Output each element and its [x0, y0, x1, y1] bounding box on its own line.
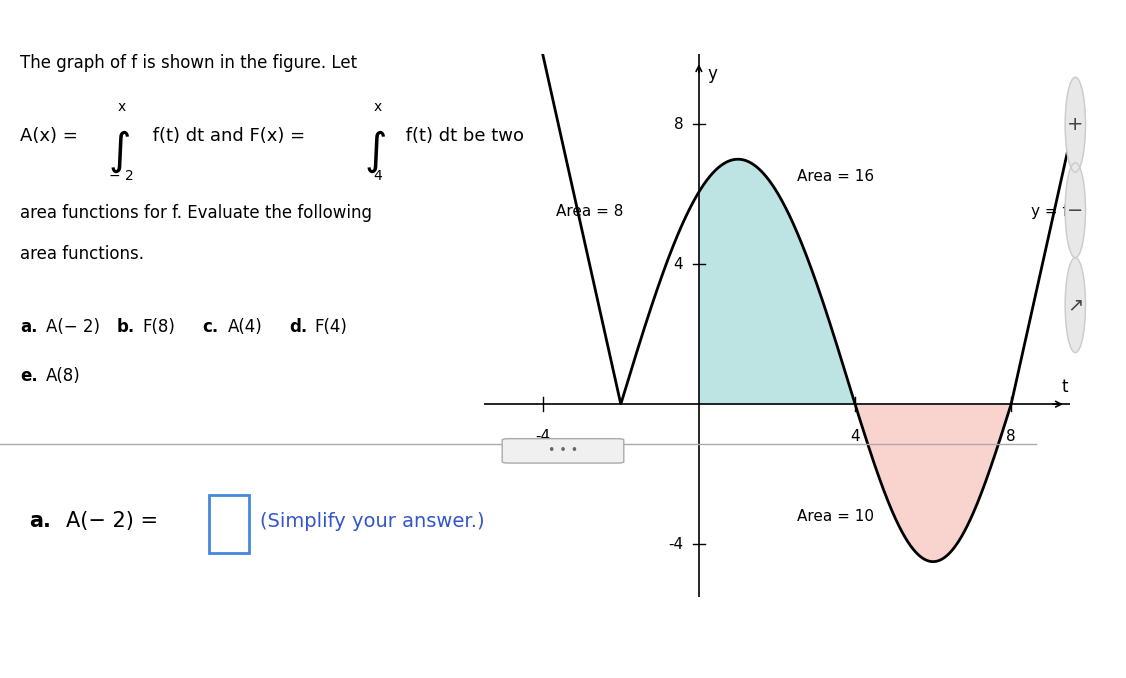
Text: Area = 8: Area = 8 — [556, 204, 624, 219]
Text: −: − — [1067, 201, 1083, 220]
Text: The graph of f is shown in the figure. Let: The graph of f is shown in the figure. L… — [20, 54, 357, 73]
Text: area functions for f. Evaluate the following: area functions for f. Evaluate the follo… — [20, 204, 373, 222]
Text: 8: 8 — [673, 117, 683, 132]
Text: A(− 2) =: A(− 2) = — [65, 511, 164, 532]
Text: ↗: ↗ — [1067, 296, 1083, 315]
Text: • • •: • • • — [548, 444, 578, 458]
Text: Area = 10: Area = 10 — [797, 508, 874, 523]
Text: $\int$: $\int$ — [108, 129, 131, 175]
Text: A(8): A(8) — [45, 367, 80, 384]
Text: d.: d. — [288, 318, 307, 336]
Text: 4: 4 — [373, 170, 382, 183]
Text: (Simplify your answer.): (Simplify your answer.) — [260, 512, 484, 531]
Text: -4: -4 — [668, 537, 683, 552]
Text: x: x — [374, 100, 382, 114]
Text: f(t) dt be two: f(t) dt be two — [401, 127, 525, 144]
Circle shape — [1065, 77, 1085, 172]
Text: -4: -4 — [535, 428, 551, 443]
Text: − 2: − 2 — [109, 170, 134, 183]
Text: F(4): F(4) — [314, 318, 347, 336]
Text: 8: 8 — [1007, 428, 1016, 443]
Text: a.: a. — [20, 318, 38, 336]
Text: 4: 4 — [673, 257, 683, 272]
FancyBboxPatch shape — [502, 439, 624, 463]
Text: t: t — [1062, 378, 1069, 396]
Text: b.: b. — [117, 318, 135, 336]
Text: c.: c. — [203, 318, 218, 336]
Text: 4: 4 — [850, 428, 860, 443]
Text: Area = 16: Area = 16 — [797, 170, 874, 184]
Text: F(8): F(8) — [142, 318, 175, 336]
Text: $\int$: $\int$ — [364, 129, 386, 175]
Text: x: x — [117, 100, 126, 114]
Text: f(t) dt and F(x) =: f(t) dt and F(x) = — [146, 127, 311, 144]
FancyBboxPatch shape — [208, 494, 249, 553]
Text: +: + — [1067, 115, 1083, 134]
Text: A(− 2): A(− 2) — [45, 318, 99, 336]
Text: A(x) =: A(x) = — [20, 127, 83, 144]
Circle shape — [1065, 258, 1085, 353]
Text: area functions.: area functions. — [20, 245, 144, 262]
Text: A(4): A(4) — [227, 318, 262, 336]
Text: y: y — [707, 64, 717, 83]
Circle shape — [1065, 163, 1085, 258]
Text: y = f(t): y = f(t) — [1030, 204, 1085, 219]
Text: e.: e. — [20, 367, 38, 384]
Text: a.: a. — [29, 511, 51, 532]
